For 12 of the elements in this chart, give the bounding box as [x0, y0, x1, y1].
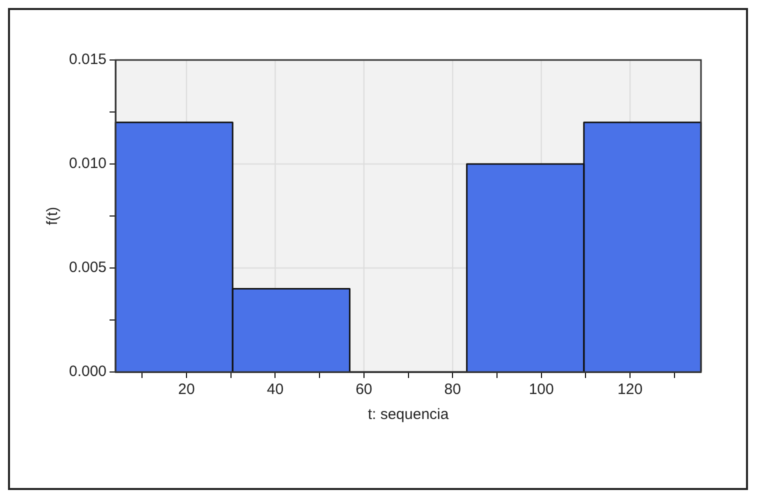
y-tick-label: 0.000 — [68, 363, 107, 380]
x-tick-label: 20 — [178, 381, 195, 398]
y-axis-title: f(t) — [44, 206, 62, 226]
x-axis-title: t: sequencia — [368, 406, 450, 424]
x-tick-label: 120 — [618, 381, 643, 398]
x-tick-label: 40 — [266, 381, 284, 398]
y-tick-label: 0.015 — [68, 51, 107, 68]
y-tick-label: 0.005 — [68, 259, 107, 276]
x-tick-label: 60 — [356, 381, 372, 398]
y-tick-label: 0.010 — [68, 155, 107, 172]
x-tick-label: 100 — [528, 381, 554, 398]
x-tick-label: 80 — [444, 381, 461, 398]
